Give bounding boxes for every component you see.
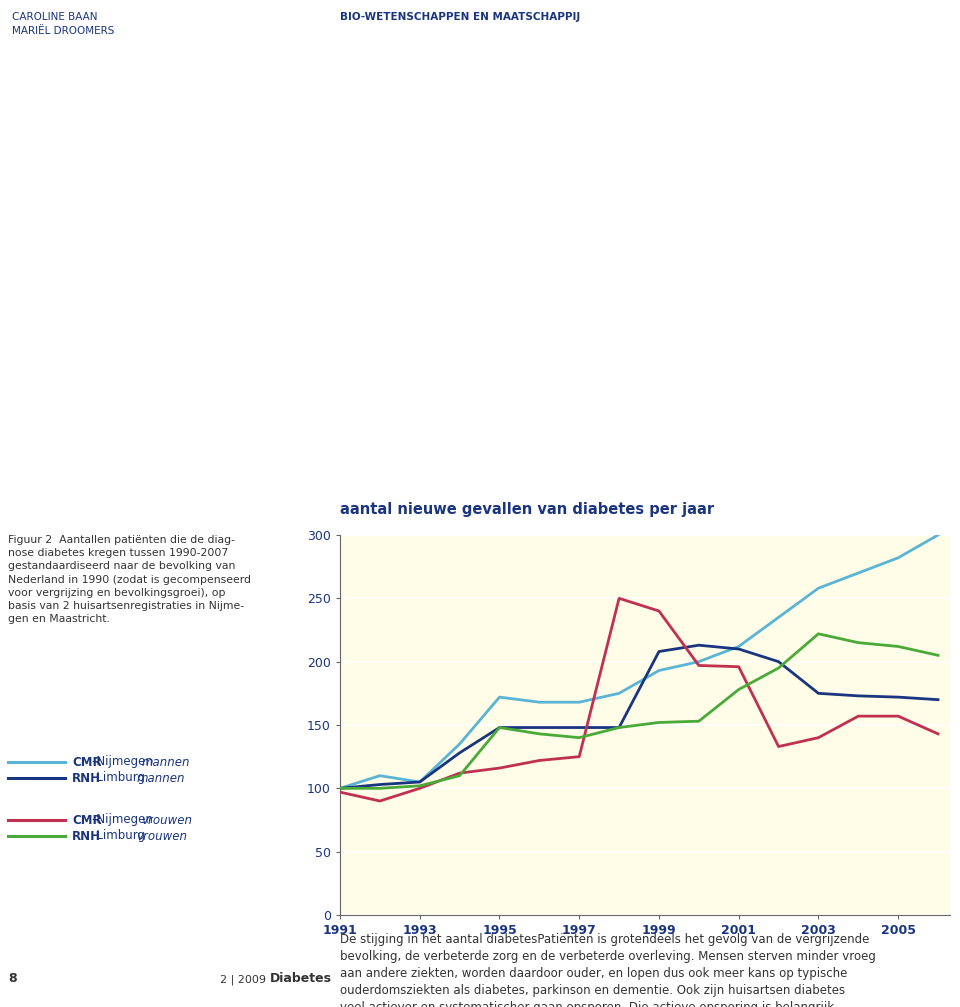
Text: -Limburg: -Limburg bbox=[91, 830, 149, 843]
Text: Diabetes: Diabetes bbox=[270, 972, 332, 985]
Text: RNH-Limburg: RNH-Limburg bbox=[72, 771, 155, 784]
Text: 2 | 2009: 2 | 2009 bbox=[220, 975, 266, 985]
Text: -Nijmegen: -Nijmegen bbox=[91, 814, 156, 827]
Text: -Limburg: -Limburg bbox=[91, 771, 149, 784]
Text: -Nijmegen: -Nijmegen bbox=[91, 755, 156, 768]
Text: CAROLINE BAAN
MARIËL DROOMERS: CAROLINE BAAN MARIËL DROOMERS bbox=[12, 12, 114, 36]
Text: 8: 8 bbox=[8, 972, 16, 985]
Text: Figuur 2  Aantallen patiënten die de diag-
nose diabetes kregen tussen 1990-2007: Figuur 2 Aantallen patiënten die de diag… bbox=[8, 535, 251, 624]
Text: RNH: RNH bbox=[72, 771, 101, 784]
Text: BIO-WETENSCHAPPEN EN MAATSCHAPPIJ: BIO-WETENSCHAPPEN EN MAATSCHAPPIJ bbox=[340, 12, 580, 22]
Text: CMR-Nijmegen: CMR-Nijmegen bbox=[72, 755, 162, 768]
Text: mannen: mannen bbox=[136, 771, 185, 784]
Text: CMR-Nijmegen: CMR-Nijmegen bbox=[72, 814, 162, 827]
Text: vrouwen: vrouwen bbox=[136, 830, 187, 843]
Text: RNH-Limburg: RNH-Limburg bbox=[72, 830, 155, 843]
Text: CMR: CMR bbox=[72, 814, 102, 827]
Text: vrouwen: vrouwen bbox=[141, 814, 193, 827]
Text: mannen: mannen bbox=[141, 755, 190, 768]
Text: aantal nieuwe gevallen van diabetes per jaar: aantal nieuwe gevallen van diabetes per … bbox=[340, 502, 714, 517]
Text: RNH: RNH bbox=[72, 830, 101, 843]
Text: CMR: CMR bbox=[72, 755, 102, 768]
Text: De stijging in het aantal diabetesPatiënten is grotendeels het gevolg van de ver: De stijging in het aantal diabetesPatiën… bbox=[340, 933, 876, 1007]
